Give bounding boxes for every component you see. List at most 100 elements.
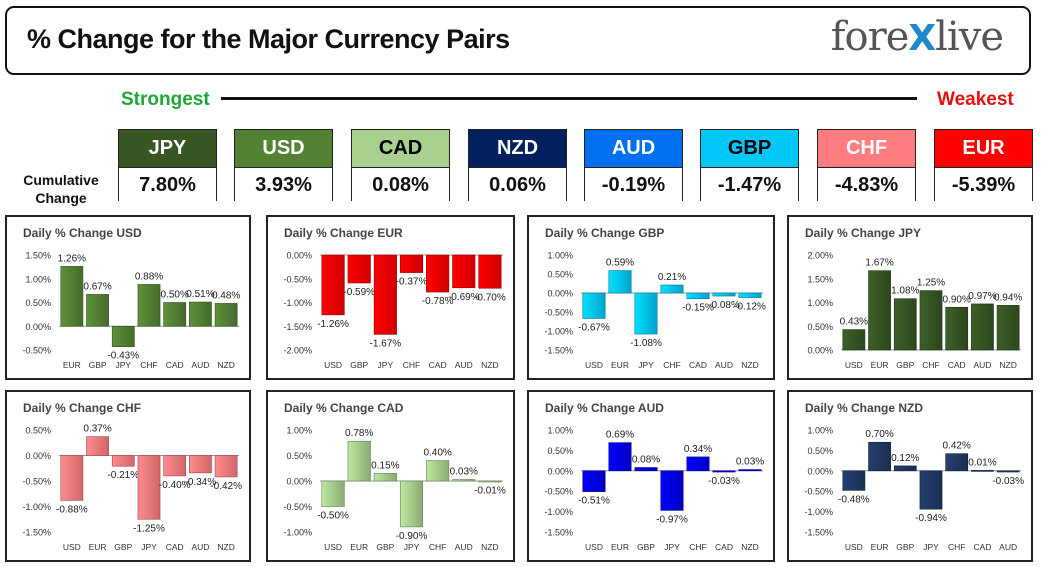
daily-change-eur-chart: Daily % Change EUR 0.00% -0.50% -1.00% -1.50… bbox=[266, 215, 515, 380]
y-tick-label: -1.00% bbox=[283, 528, 312, 538]
y-tick-label: 0.00% bbox=[25, 322, 51, 332]
bar-gbp bbox=[634, 467, 658, 472]
data-label: 0.97% bbox=[968, 291, 996, 302]
bar-nzd bbox=[478, 254, 502, 289]
currency-box-chf: CHF -4.83% bbox=[817, 129, 916, 202]
bar-usd bbox=[582, 470, 606, 492]
x-category-label: CAD bbox=[429, 360, 447, 370]
daily-change-jpy-chart: Daily % Change JPY 2.00% 1.50% 1.00% 0.50% 0.… bbox=[787, 215, 1033, 380]
data-label: 0.40% bbox=[423, 448, 451, 459]
chart-title: Daily % Change NZD bbox=[805, 401, 923, 415]
x-category-label: NZD bbox=[481, 360, 498, 370]
cumulative-value: 3.93% bbox=[235, 168, 332, 202]
y-tick-label: 0.00% bbox=[547, 289, 573, 299]
data-label: -0.01% bbox=[474, 486, 506, 497]
cumulative-value: 7.80% bbox=[119, 168, 216, 202]
data-label: -0.67% bbox=[578, 322, 610, 333]
forexlive-logo: foreXlive bbox=[830, 14, 1004, 60]
x-category-label: CAD bbox=[689, 360, 707, 370]
chart-svg: Daily % Change CAD1.00%0.50%0.00%-0.50%-… bbox=[283, 401, 506, 552]
bar-jpy bbox=[399, 480, 424, 528]
y-tick-label: 0.00% bbox=[25, 451, 51, 461]
data-label: -0.97% bbox=[656, 514, 688, 525]
y-tick-label: 0.50% bbox=[286, 451, 312, 461]
data-label: 1.67% bbox=[865, 258, 893, 269]
bar-aud bbox=[189, 301, 212, 327]
chart-svg: Daily % Change AUD1.00%0.50%0.00%-0.50%-… bbox=[544, 401, 764, 552]
x-category-label: NZD bbox=[481, 542, 498, 552]
currency-name: NZD bbox=[469, 130, 566, 168]
data-label: -0.08% bbox=[708, 300, 740, 311]
y-tick-label: 0.00% bbox=[807, 346, 833, 356]
x-category-label: CHF bbox=[948, 542, 965, 552]
y-tick-label: 0.00% bbox=[547, 466, 573, 476]
data-label: -0.50% bbox=[317, 511, 349, 522]
data-label: -0.03% bbox=[708, 476, 740, 487]
x-category-label: EUR bbox=[871, 542, 889, 552]
currency-name: GBP bbox=[701, 130, 798, 168]
x-category-label: JPY bbox=[115, 360, 131, 370]
data-label: -0.03% bbox=[992, 476, 1024, 487]
x-category-label: JPY bbox=[141, 542, 157, 552]
data-label: 1.25% bbox=[917, 278, 945, 289]
y-tick-label: -1.50% bbox=[283, 322, 312, 332]
data-label: 0.78% bbox=[345, 428, 373, 439]
x-category-label: JPY bbox=[378, 360, 394, 370]
data-label: 0.21% bbox=[658, 272, 686, 283]
bar-usd bbox=[321, 254, 345, 316]
bar-gbp bbox=[347, 254, 371, 284]
data-label: 0.08% bbox=[632, 455, 660, 466]
y-tick-label: 0.50% bbox=[25, 426, 51, 436]
y-tick-label: 2.00% bbox=[807, 251, 833, 261]
data-label: 0.88% bbox=[135, 271, 163, 282]
data-label: -1.67% bbox=[370, 338, 402, 349]
x-category-label: CAD bbox=[715, 542, 733, 552]
data-label: -0.90% bbox=[396, 531, 428, 542]
y-tick-label: 0.00% bbox=[286, 251, 312, 261]
x-category-label: AUD bbox=[191, 542, 209, 552]
data-label: -0.34% bbox=[185, 477, 217, 488]
y-tick-label: 1.00% bbox=[286, 426, 312, 436]
data-label: 0.69% bbox=[606, 430, 634, 441]
chart-title: Daily % Change JPY bbox=[805, 226, 921, 240]
data-label: -1.25% bbox=[133, 523, 165, 534]
currency-name: CAD bbox=[352, 130, 449, 168]
bar-nzd bbox=[214, 303, 238, 327]
bar-chf bbox=[399, 254, 424, 273]
page-title: % Change for the Major Currency Pairs bbox=[27, 24, 510, 54]
bar-eur bbox=[868, 270, 891, 351]
currency-name: AUD bbox=[585, 130, 682, 168]
x-category-label: AUD bbox=[999, 542, 1017, 552]
y-tick-label: 1.50% bbox=[807, 274, 833, 284]
x-category-label: NZD bbox=[217, 360, 234, 370]
header-banner: % Change for the Major Currency Pairs fo… bbox=[5, 6, 1031, 75]
data-label: -0.59% bbox=[343, 287, 375, 298]
data-label: 0.94% bbox=[994, 292, 1022, 303]
currency-box-nzd: NZD 0.06% bbox=[468, 129, 567, 202]
daily-change-nzd-chart: Daily % Change NZD 1.00% 0.50% 0.00% -0.50% -… bbox=[787, 390, 1033, 562]
bar-nzd bbox=[738, 469, 762, 472]
daily-change-cad-chart: Daily % Change CAD 1.00% 0.50% 0.00% -0.50% -… bbox=[266, 390, 515, 562]
data-label: -0.12% bbox=[734, 302, 766, 313]
y-tick-label: -0.50% bbox=[804, 487, 833, 497]
chart-svg: Daily % Change GBP1.00%0.50%0.00%-0.50%-… bbox=[544, 226, 766, 370]
cumulative-value: 0.06% bbox=[469, 168, 566, 202]
data-label: 0.03% bbox=[450, 466, 478, 477]
y-tick-label: -0.50% bbox=[283, 274, 312, 284]
y-tick-label: 1.00% bbox=[807, 298, 833, 308]
chart-title: Daily % Change USD bbox=[23, 226, 142, 240]
y-tick-label: 1.00% bbox=[547, 251, 573, 261]
x-category-label: USD bbox=[63, 542, 81, 552]
x-category-label: AUD bbox=[973, 360, 991, 370]
x-category-label: JPY bbox=[664, 542, 680, 552]
y-tick-label: -1.00% bbox=[283, 298, 312, 308]
y-tick-label: -0.50% bbox=[22, 477, 51, 487]
x-category-label: EUR bbox=[611, 542, 629, 552]
y-tick-label: -1.00% bbox=[804, 507, 833, 517]
x-category-label: USD bbox=[585, 360, 603, 370]
currency-name: EUR bbox=[935, 130, 1032, 168]
x-category-label: EUR bbox=[871, 360, 889, 370]
bar-usd bbox=[60, 455, 84, 501]
y-tick-label: -1.50% bbox=[22, 528, 51, 538]
chart-title: Daily % Change CHF bbox=[23, 401, 141, 415]
